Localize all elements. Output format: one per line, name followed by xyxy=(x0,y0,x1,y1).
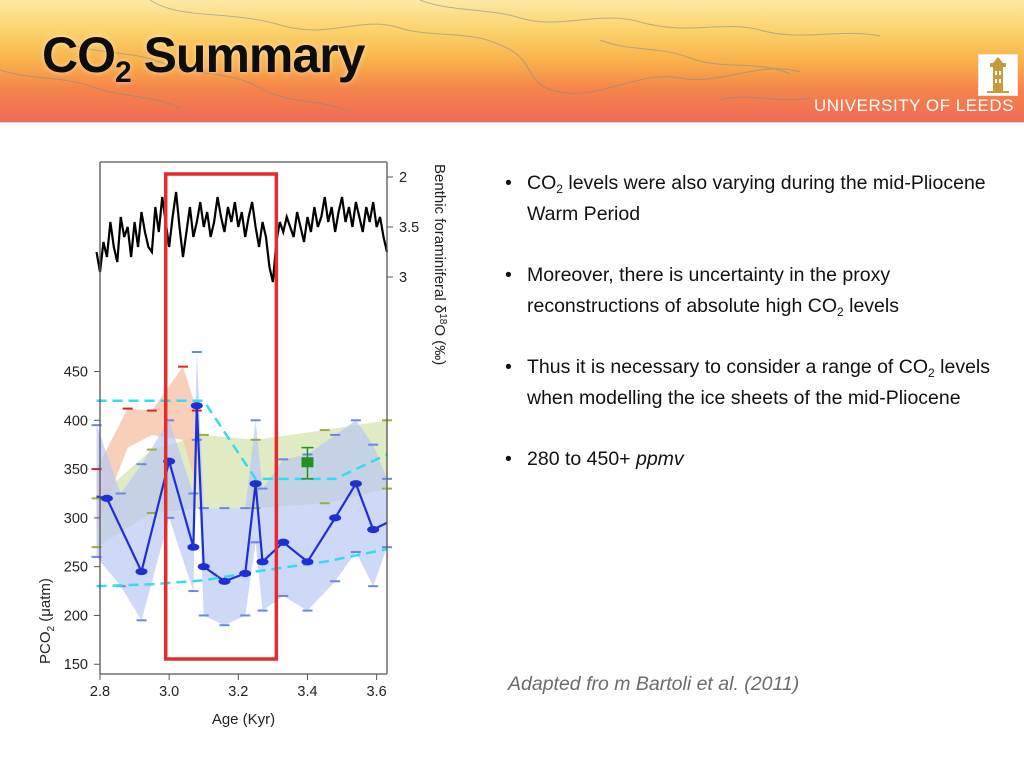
co2-uncertainty-band xyxy=(96,352,387,626)
co2-data-point xyxy=(256,558,269,566)
x-axis-label: Age (Kyr) xyxy=(212,711,275,728)
bullet-dot: • xyxy=(505,448,512,470)
co2-data-point xyxy=(239,569,252,578)
bullet-subscript: 2 xyxy=(556,182,563,196)
y-left-tick-label: 300 xyxy=(64,511,88,527)
y-axis-right-label-sup: 18 xyxy=(437,313,448,325)
y-left-tick-label: 200 xyxy=(64,608,88,624)
bullet-text: 280 to 450+ xyxy=(527,448,636,470)
co2-data-point xyxy=(187,543,200,551)
world-map-background xyxy=(0,0,881,113)
bullet-item: • Thus it is necessary to consider a rang… xyxy=(505,352,1000,414)
bullet-dot: • xyxy=(505,172,512,194)
y-axis-left-label: PCO2 (μatm) xyxy=(37,578,57,664)
bullet-dot: • xyxy=(505,264,512,286)
x-tick-label: 3.6 xyxy=(367,684,387,700)
bullet-text: Thus it is necessary to consider a range… xyxy=(527,356,929,378)
bullet-italic: ppmv xyxy=(635,448,684,470)
y-left-tick-label: 250 xyxy=(64,560,88,576)
slide-title-subscript: 2 xyxy=(115,56,132,89)
orange-uncertainty-band xyxy=(96,366,197,528)
co2-data-point xyxy=(135,567,148,576)
slide-title-main: CO xyxy=(42,27,116,83)
bullet-text: Moreover, there is uncertainty in the pr… xyxy=(527,264,891,317)
slide-title-rest: Summary xyxy=(130,27,366,83)
x-tick-label: 2.8 xyxy=(90,684,110,700)
bullet-text: levels were also varying during the mid-… xyxy=(527,172,986,225)
co2-figure: 2.8 3.0 3.2 3.4 3.6 150 200 250 300 350 400 450 2 3.5… xyxy=(30,152,470,737)
bullet-text: CO xyxy=(527,172,557,194)
x-tick-label: 3.2 xyxy=(228,684,248,700)
co2-data-point xyxy=(367,525,380,534)
y-right-tick-label: 3.5 xyxy=(399,220,419,236)
co2-data-point xyxy=(218,577,231,585)
marker-point xyxy=(301,457,314,468)
co2-data-point xyxy=(329,514,342,522)
y-axis-left-label-rest: ( xyxy=(37,617,54,626)
bullet-text: levels xyxy=(843,295,899,317)
co2-data-point xyxy=(249,480,262,488)
bullet-item: • Moreover, there is uncertainty in the p… xyxy=(505,260,1000,322)
bullet-text: levels when modelling the ice sheets of … xyxy=(527,356,990,409)
y-right-tick-label: 3 xyxy=(399,270,407,286)
co2-data-point xyxy=(277,538,290,546)
co2-data-point xyxy=(349,480,362,488)
y-left-tick-label: 450 xyxy=(64,365,88,381)
x-tick-label: 3.0 xyxy=(159,684,179,700)
y-axis-right-label-main: Benthic foraminiferal δ xyxy=(431,164,448,313)
y-left-tick-label: 350 xyxy=(64,462,88,478)
university-logo: UNIVERSITY OF LEEDS xyxy=(814,54,1018,120)
y-axis-right-label: Benthic foraminiferal δ18O (‰) xyxy=(431,164,448,365)
y-axis-left-label-sub: 2 xyxy=(46,625,57,631)
y-axis-left-label-end: atm) xyxy=(37,578,54,608)
y-left-tick-label: 400 xyxy=(64,413,88,429)
co2-chart: 2.8 3.0 3.2 3.4 3.6 150 200 250 300 350 400 450 2 3.5… xyxy=(37,161,448,728)
y-left-tick-label: 150 xyxy=(64,657,88,673)
logo-text: UNIVERSITY OF LEEDS xyxy=(813,96,1014,115)
co2-data-point xyxy=(100,494,113,502)
bullet-subscript: 2 xyxy=(928,366,935,380)
y-axis-right-label-rest: O (‰) xyxy=(431,324,448,365)
co2-data-point xyxy=(301,558,314,566)
slide-title: CO2 Summary xyxy=(42,26,366,90)
header-banner: CO2 Summary UNIVERSITY OF LEEDS xyxy=(0,0,1024,123)
y-axis-left-label-main: PCO xyxy=(37,631,54,664)
upper-dashed-line xyxy=(96,399,388,481)
isotope-series-line xyxy=(95,191,389,283)
co2-data-point xyxy=(190,402,203,410)
bullet-subscript: 2 xyxy=(837,305,844,319)
x-tick-label: 3.4 xyxy=(297,684,317,700)
bullet-dot: • xyxy=(505,356,512,378)
bullet-list: • CO2 levels were also varying during the… xyxy=(505,168,1000,505)
highlight-box xyxy=(163,172,279,661)
y-right-tick-label: 2 xyxy=(399,170,407,186)
figure-caption: Adapted fro m Bartoli et al. (2011) xyxy=(508,673,800,695)
lower-dashed-line xyxy=(96,547,388,588)
tower-icon xyxy=(978,54,1018,96)
bullet-item: • CO2 levels were also varying during the… xyxy=(505,168,1000,230)
y-axis-left-label-mu: μ xyxy=(37,608,54,617)
co2-data-point xyxy=(197,563,210,571)
bullet-item: • 280 to 450+ ppmv xyxy=(505,444,1000,475)
